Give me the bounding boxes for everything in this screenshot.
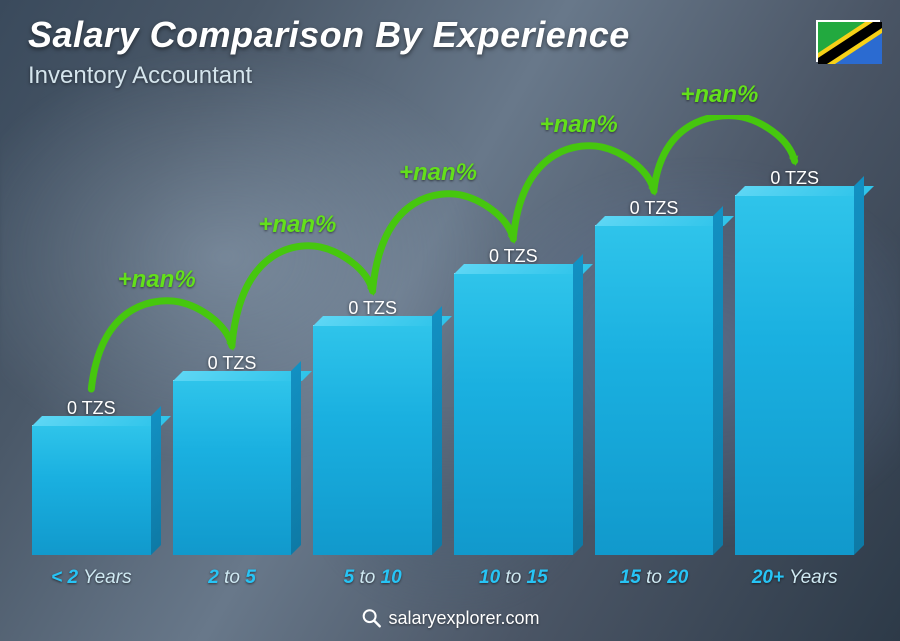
x-axis-label: 20+ Years	[735, 567, 854, 589]
x-axis-label: 2 to 5	[173, 567, 292, 589]
bar-chart: 0 TZS0 TZS0 TZS0 TZS0 TZS0 TZS	[32, 115, 854, 555]
country-flag	[816, 20, 880, 62]
infographic-stage: Salary Comparison By Experience Inventor…	[0, 0, 900, 641]
bar-column: 0 TZS	[595, 198, 714, 555]
x-axis-label: < 2 Years	[32, 567, 151, 589]
bar-column: 0 TZS	[454, 246, 573, 555]
bar	[454, 273, 573, 555]
attribution: salaryexplorer.com	[360, 607, 539, 629]
bar-column: 0 TZS	[173, 353, 292, 555]
x-axis-labels: < 2 Years 2 to 5 5 to 10 10 to 15 15 to 20 20…	[32, 567, 854, 589]
bar	[313, 325, 432, 555]
tanzania-flag-icon	[818, 22, 882, 64]
chart-subtitle: Inventory Accountant	[28, 62, 252, 90]
bar	[173, 380, 292, 555]
bar-column: 0 TZS	[735, 168, 854, 555]
attribution-text: salaryexplorer.com	[388, 608, 539, 629]
bar	[735, 195, 854, 555]
bar-column: 0 TZS	[32, 398, 151, 555]
bar	[595, 225, 714, 555]
bar-column: 0 TZS	[313, 298, 432, 555]
x-axis-label: 5 to 10	[313, 567, 432, 589]
bar	[32, 425, 151, 555]
magnifier-icon	[360, 607, 382, 629]
chart-title: Salary Comparison By Experience	[28, 14, 630, 56]
x-axis-label: 10 to 15	[454, 567, 573, 589]
x-axis-label: 15 to 20	[595, 567, 714, 589]
